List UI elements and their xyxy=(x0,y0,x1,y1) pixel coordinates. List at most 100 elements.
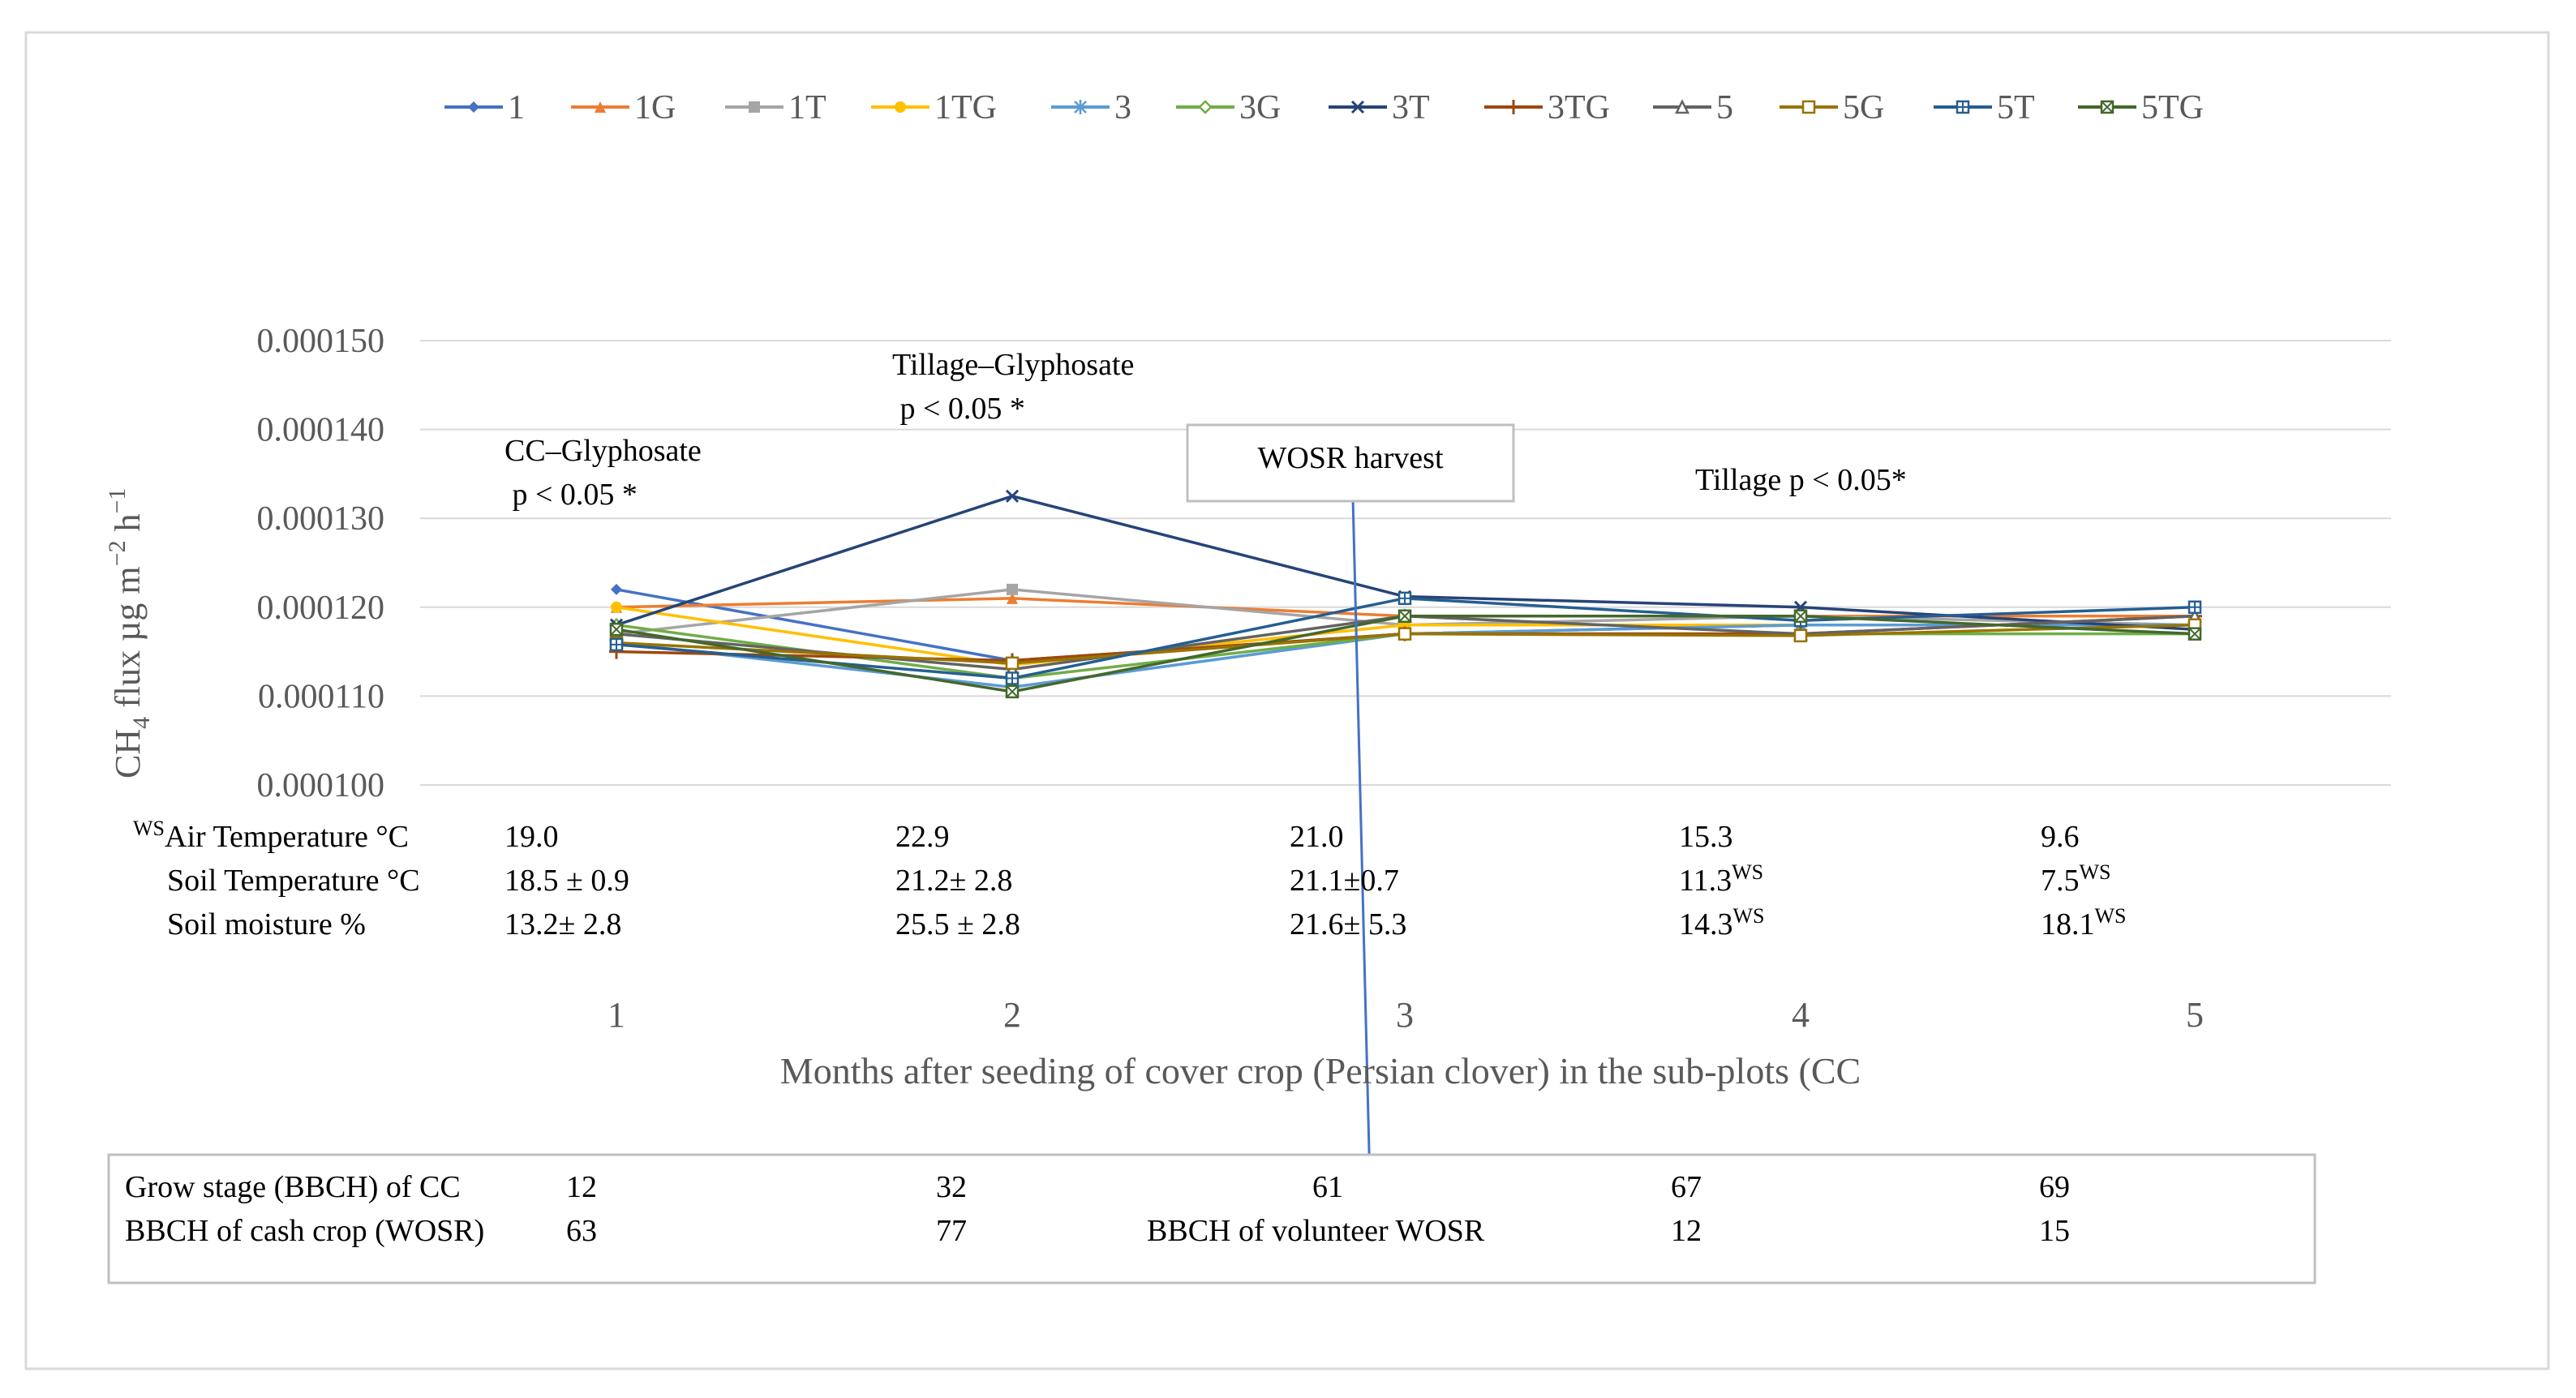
x-tick-label: 4 xyxy=(1792,995,1810,1035)
soil-temp-value: 21.1±0.7 xyxy=(1290,864,1399,898)
volunteer-wosr-label: BBCH of volunteer WOSR xyxy=(1147,1214,1485,1248)
legend-label: 3TG xyxy=(1548,89,1610,127)
point-5TG-3 xyxy=(1397,609,1412,624)
cc-glyphosate-label: CC–Glyphosate xyxy=(504,434,702,468)
legend-item-1G: 1G xyxy=(571,89,676,127)
soil-moisture-value: 14.3WS xyxy=(1679,904,1765,941)
legend-marker xyxy=(468,101,479,113)
point-5T-2 xyxy=(1005,671,1020,685)
legend-label: 5 xyxy=(1716,89,1733,127)
legend-label: 1TG xyxy=(934,89,997,127)
legend-marker xyxy=(749,101,760,113)
soil-temp-value: 11.3WS xyxy=(1679,860,1763,898)
marker-cross xyxy=(610,623,623,636)
point-5T-5 xyxy=(2187,600,2202,615)
point-5TG-4 xyxy=(1793,609,1808,624)
point-5G-4 xyxy=(1793,628,1808,643)
point-5TG-5 xyxy=(2187,627,2202,641)
growth-stage-table: Grow stage (BBCH) of CC BBCH of cash cro… xyxy=(125,1170,2070,1248)
series-group xyxy=(608,489,2203,699)
cc-glyphosate-pvalue: p < 0.05 * xyxy=(504,478,638,512)
point-5T-3 xyxy=(1397,591,1412,606)
legend-marker xyxy=(1198,100,1213,114)
soil-temp-value: 21.2± 2.8 xyxy=(895,864,1012,898)
legend-item-5: 5 xyxy=(1653,89,1733,127)
legend-marker xyxy=(1350,100,1365,114)
point-1-1 xyxy=(611,583,622,595)
soil-moisture-value: 18.1WS xyxy=(2041,904,2127,941)
marker-cross xyxy=(2188,627,2201,641)
x-tick-label: 5 xyxy=(2186,995,2204,1035)
legend-label: 3T xyxy=(1392,89,1430,127)
marker-cross xyxy=(1957,101,1968,113)
legend-item-3T: 3T xyxy=(1329,89,1430,127)
legend-item-3G: 3G xyxy=(1176,89,1281,127)
air-temp-label: WSAir Temperature °C xyxy=(133,817,409,854)
legend-label: 1G xyxy=(634,89,676,127)
series-5TG xyxy=(609,609,2202,699)
soil-moisture-value: 13.2± 2.8 xyxy=(504,907,621,941)
x-tick-label: 1 xyxy=(608,995,625,1035)
cc-growth-value: 69 xyxy=(2039,1170,2070,1204)
point-5G-3 xyxy=(1397,627,1412,641)
chart-frame xyxy=(24,31,2550,1370)
point-5TG-2 xyxy=(1005,684,1020,699)
legend-item-5TG: 5TG xyxy=(2078,89,2204,127)
point-5TG-1 xyxy=(609,622,624,637)
legend-marker xyxy=(1674,99,1690,114)
air-temp-value: 15.3 xyxy=(1679,820,1733,854)
legend-item-3TG: 3TG xyxy=(1484,89,1610,127)
marker-cross xyxy=(2101,101,2114,114)
y-tick-label: 0.000140 xyxy=(257,412,385,449)
legend-label: 1 xyxy=(508,89,525,127)
cc-growth-value: 61 xyxy=(1312,1170,1343,1204)
marker-cross xyxy=(611,638,622,650)
air-temp-value: 21.0 xyxy=(1290,820,1344,854)
cash-crop-growth-value: 77 xyxy=(936,1214,967,1248)
y-tick-label: 0.000130 xyxy=(257,500,385,538)
y-tick-label: 0.000110 xyxy=(258,678,384,715)
legend-marker xyxy=(895,101,906,113)
legend-marker xyxy=(1801,100,1816,114)
soil-moisture-value: 25.5 ± 2.8 xyxy=(895,907,1020,941)
point-5T-1 xyxy=(609,637,624,652)
y-tick-label: 0.000150 xyxy=(257,323,385,360)
cc-growth-label: Grow stage (BBCH) of CC xyxy=(125,1170,461,1204)
legend-label: 1T xyxy=(788,89,826,127)
legend-label: 3 xyxy=(1114,89,1131,127)
legend-label: 5T xyxy=(1997,89,2035,127)
marker-cross xyxy=(2189,601,2200,613)
tillage-pvalue-label: Tillage p < 0.05* xyxy=(1695,463,1907,497)
legend-label: 3G xyxy=(1239,89,1281,127)
x-tick-label: 2 xyxy=(1003,995,1021,1035)
legend-item-5G: 5G xyxy=(1780,89,1884,127)
legend-item-5T: 5T xyxy=(1934,89,2035,127)
marker-cross xyxy=(1007,672,1018,684)
y-tick-label: 0.000100 xyxy=(257,767,385,804)
air-temp-value: 22.9 xyxy=(895,820,950,854)
y-tick-label: 0.000120 xyxy=(257,590,385,627)
marker-cross xyxy=(1006,685,1019,698)
point-1G-2 xyxy=(1007,592,1018,604)
legend-label: 5G xyxy=(1843,89,1884,127)
air-temp-value: 9.6 xyxy=(2041,820,2080,854)
x-tick-label: 3 xyxy=(1396,995,1414,1035)
point-5G-2 xyxy=(1005,656,1020,671)
legend-item-1TG: 1TG xyxy=(871,89,997,127)
marker-cross xyxy=(1398,610,1411,623)
wosr-harvest-line xyxy=(1351,497,1372,1217)
legend-item-1T: 1T xyxy=(725,89,826,127)
soil-moisture-value: 21.6± 5.3 xyxy=(1290,907,1406,941)
soil-temp-label: Soil Temperature °C xyxy=(167,864,420,898)
soil-temp-value: 18.5 ± 0.9 xyxy=(504,864,629,898)
tillage-glyphosate-pvalue: p < 0.05 * xyxy=(892,392,1025,426)
x-axis-label: Months after seeding of cover crop (Pers… xyxy=(780,1050,1861,1091)
point-1T-2 xyxy=(1007,583,1018,595)
x-axis-ticks: 1 2 3 4 5 xyxy=(608,995,2204,1035)
y-axis-label: CH4 flux µg m−2 h−1 xyxy=(104,488,155,778)
legend-marker xyxy=(1506,100,1521,114)
point-3T-2 xyxy=(1005,489,1020,503)
legend-label: 5TG xyxy=(2141,89,2204,127)
cc-growth-value: 32 xyxy=(936,1170,967,1204)
